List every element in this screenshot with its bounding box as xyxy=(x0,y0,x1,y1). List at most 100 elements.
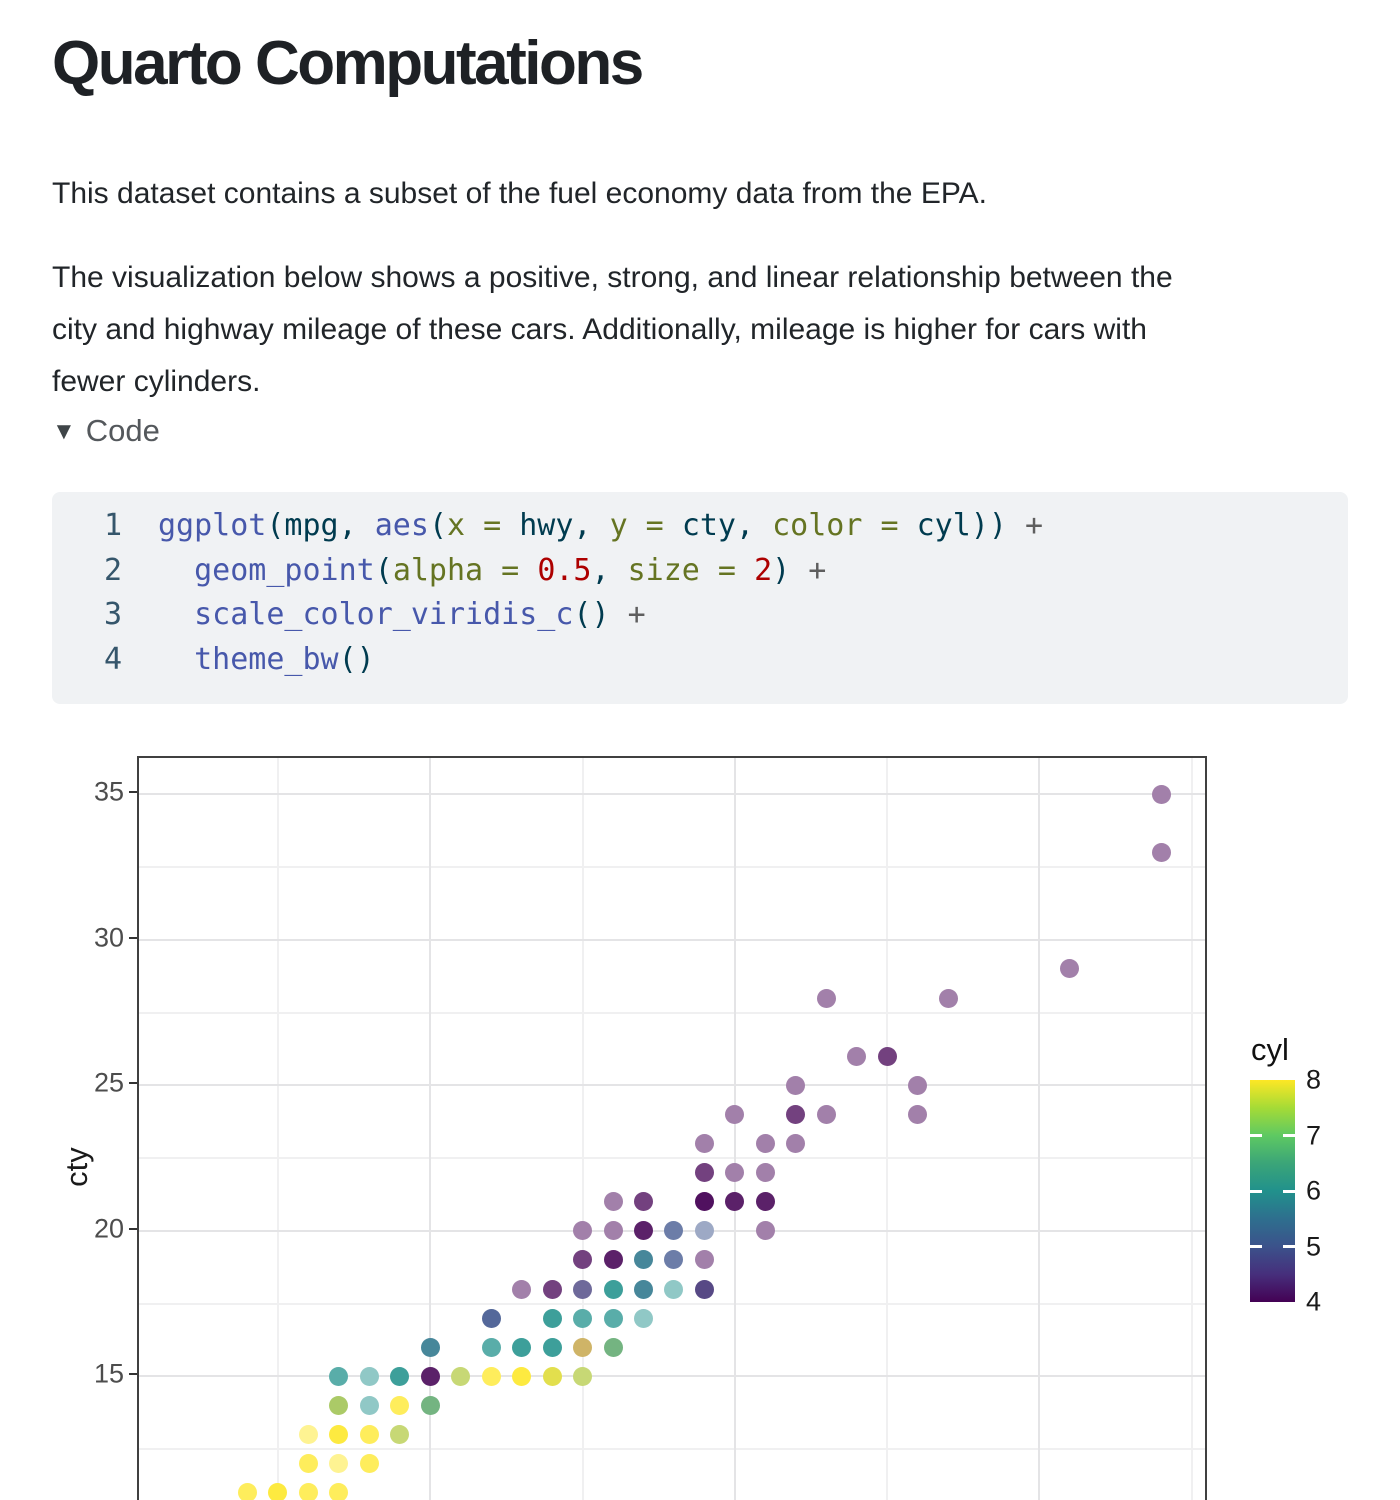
y-gridline xyxy=(138,1157,1205,1160)
legend-tick-label: 8 xyxy=(1306,1064,1322,1095)
data-point xyxy=(359,1454,379,1474)
description-line: fewer cylinders. xyxy=(52,365,261,398)
code-fold-toggle[interactable]: ▼ Code xyxy=(52,413,160,449)
legend-tick-label: 4 xyxy=(1306,1286,1322,1317)
data-point xyxy=(359,1395,379,1415)
data-point xyxy=(908,1104,928,1124)
code-token: geom_point xyxy=(194,552,375,588)
intro-paragraph: This dataset contains a subset of the fu… xyxy=(52,177,987,210)
code-token: alpha = xyxy=(392,552,538,588)
code-token: cty, xyxy=(681,508,773,543)
code-token: () xyxy=(338,641,375,677)
x-gridline xyxy=(1190,757,1193,1500)
code-text: geom_point(alpha = 0.5, size = 2) + xyxy=(158,553,826,588)
data-point xyxy=(573,1279,593,1299)
data-point xyxy=(725,1104,745,1124)
y-gridline xyxy=(138,1375,1205,1378)
data-point xyxy=(694,1192,714,1212)
data-point xyxy=(329,1454,349,1474)
data-point xyxy=(755,1221,775,1241)
x-gridline xyxy=(886,757,889,1500)
data-point xyxy=(481,1337,501,1357)
y-axis-title: cty xyxy=(59,1147,94,1187)
line-number: 3 xyxy=(103,597,122,633)
data-point xyxy=(634,1192,653,1212)
data-point xyxy=(451,1366,471,1386)
data-point xyxy=(329,1425,349,1444)
code-text: theme_bw() xyxy=(158,642,375,677)
data-point xyxy=(694,1279,714,1299)
data-point xyxy=(512,1279,532,1299)
data-point xyxy=(573,1308,593,1328)
data-point xyxy=(420,1395,440,1415)
data-point xyxy=(664,1279,684,1299)
y-gridline xyxy=(138,1229,1205,1232)
legend-tick-mark xyxy=(1283,1134,1295,1137)
y-tick-label: 15 xyxy=(93,1358,124,1389)
y-tick-mark xyxy=(128,936,137,939)
data-point xyxy=(603,1308,623,1328)
data-point xyxy=(786,1134,806,1153)
code-token: ) xyxy=(772,552,809,588)
code-text: scale_color_viridis_c() + xyxy=(158,597,646,632)
code-token: aes xyxy=(374,508,429,543)
data-point xyxy=(359,1366,379,1386)
y-tick-label: 20 xyxy=(93,1213,124,1244)
data-point xyxy=(512,1337,532,1357)
code-line: 2 geom_point(alpha = 0.5, size = 2) + xyxy=(82,549,1348,594)
y-gridline xyxy=(138,1302,1205,1305)
x-gridline xyxy=(429,757,432,1500)
code-token: 0.5 xyxy=(537,552,592,588)
data-point xyxy=(694,1163,714,1183)
data-point xyxy=(542,1279,562,1299)
y-tick-label: 25 xyxy=(93,1067,124,1098)
data-point xyxy=(329,1483,349,1500)
data-point xyxy=(634,1221,653,1241)
data-point xyxy=(512,1366,532,1386)
code-line: 4 theme_bw() xyxy=(82,638,1348,683)
code-token: , xyxy=(591,552,628,588)
line-number: 1 xyxy=(103,508,122,543)
data-point xyxy=(298,1425,318,1444)
code-token: + xyxy=(808,552,827,588)
legend-title: cyl xyxy=(1251,1032,1289,1067)
legend-tick-mark xyxy=(1283,1189,1295,1193)
data-point xyxy=(359,1425,379,1444)
data-point xyxy=(725,1192,745,1212)
data-point xyxy=(938,988,958,1008)
code-token: () xyxy=(573,597,628,633)
y-tick-mark xyxy=(128,791,137,794)
y-gridline xyxy=(138,1448,1205,1451)
code-line: 1 ggplot(mpg, aes(x = hwy, y = cty, color… xyxy=(82,504,1348,549)
legend-tick-label: 6 xyxy=(1306,1175,1322,1206)
page-title: Quarto Computations xyxy=(52,29,644,98)
code-token: hwy, xyxy=(519,508,610,543)
y-tick-mark xyxy=(128,1082,137,1085)
data-point xyxy=(908,1075,928,1095)
x-gridline xyxy=(276,757,279,1500)
data-point xyxy=(542,1337,562,1357)
code-block: 1 ggplot(mpg, aes(x = hwy, y = cty, color… xyxy=(52,492,1348,704)
y-gridline xyxy=(138,866,1205,869)
data-point xyxy=(573,1366,593,1386)
data-point xyxy=(847,1046,867,1066)
code-token xyxy=(158,553,194,588)
x-gridline xyxy=(1038,757,1041,1500)
data-point xyxy=(420,1366,440,1386)
y-gridline xyxy=(138,938,1205,941)
code-token: cyl)) xyxy=(916,508,1025,543)
code-token: ( xyxy=(428,508,447,543)
code-token: x = xyxy=(447,508,520,543)
data-point xyxy=(420,1337,440,1357)
data-point xyxy=(725,1163,745,1183)
legend-tick-label: 5 xyxy=(1306,1231,1322,1261)
data-point xyxy=(1151,784,1171,804)
line-number: 4 xyxy=(103,641,122,677)
code-token: color = xyxy=(772,508,917,543)
data-point xyxy=(298,1483,318,1500)
data-point xyxy=(390,1425,410,1444)
code-token: ggplot xyxy=(158,508,267,543)
code-token: + xyxy=(1025,508,1044,543)
code-token: 2 xyxy=(754,552,773,588)
